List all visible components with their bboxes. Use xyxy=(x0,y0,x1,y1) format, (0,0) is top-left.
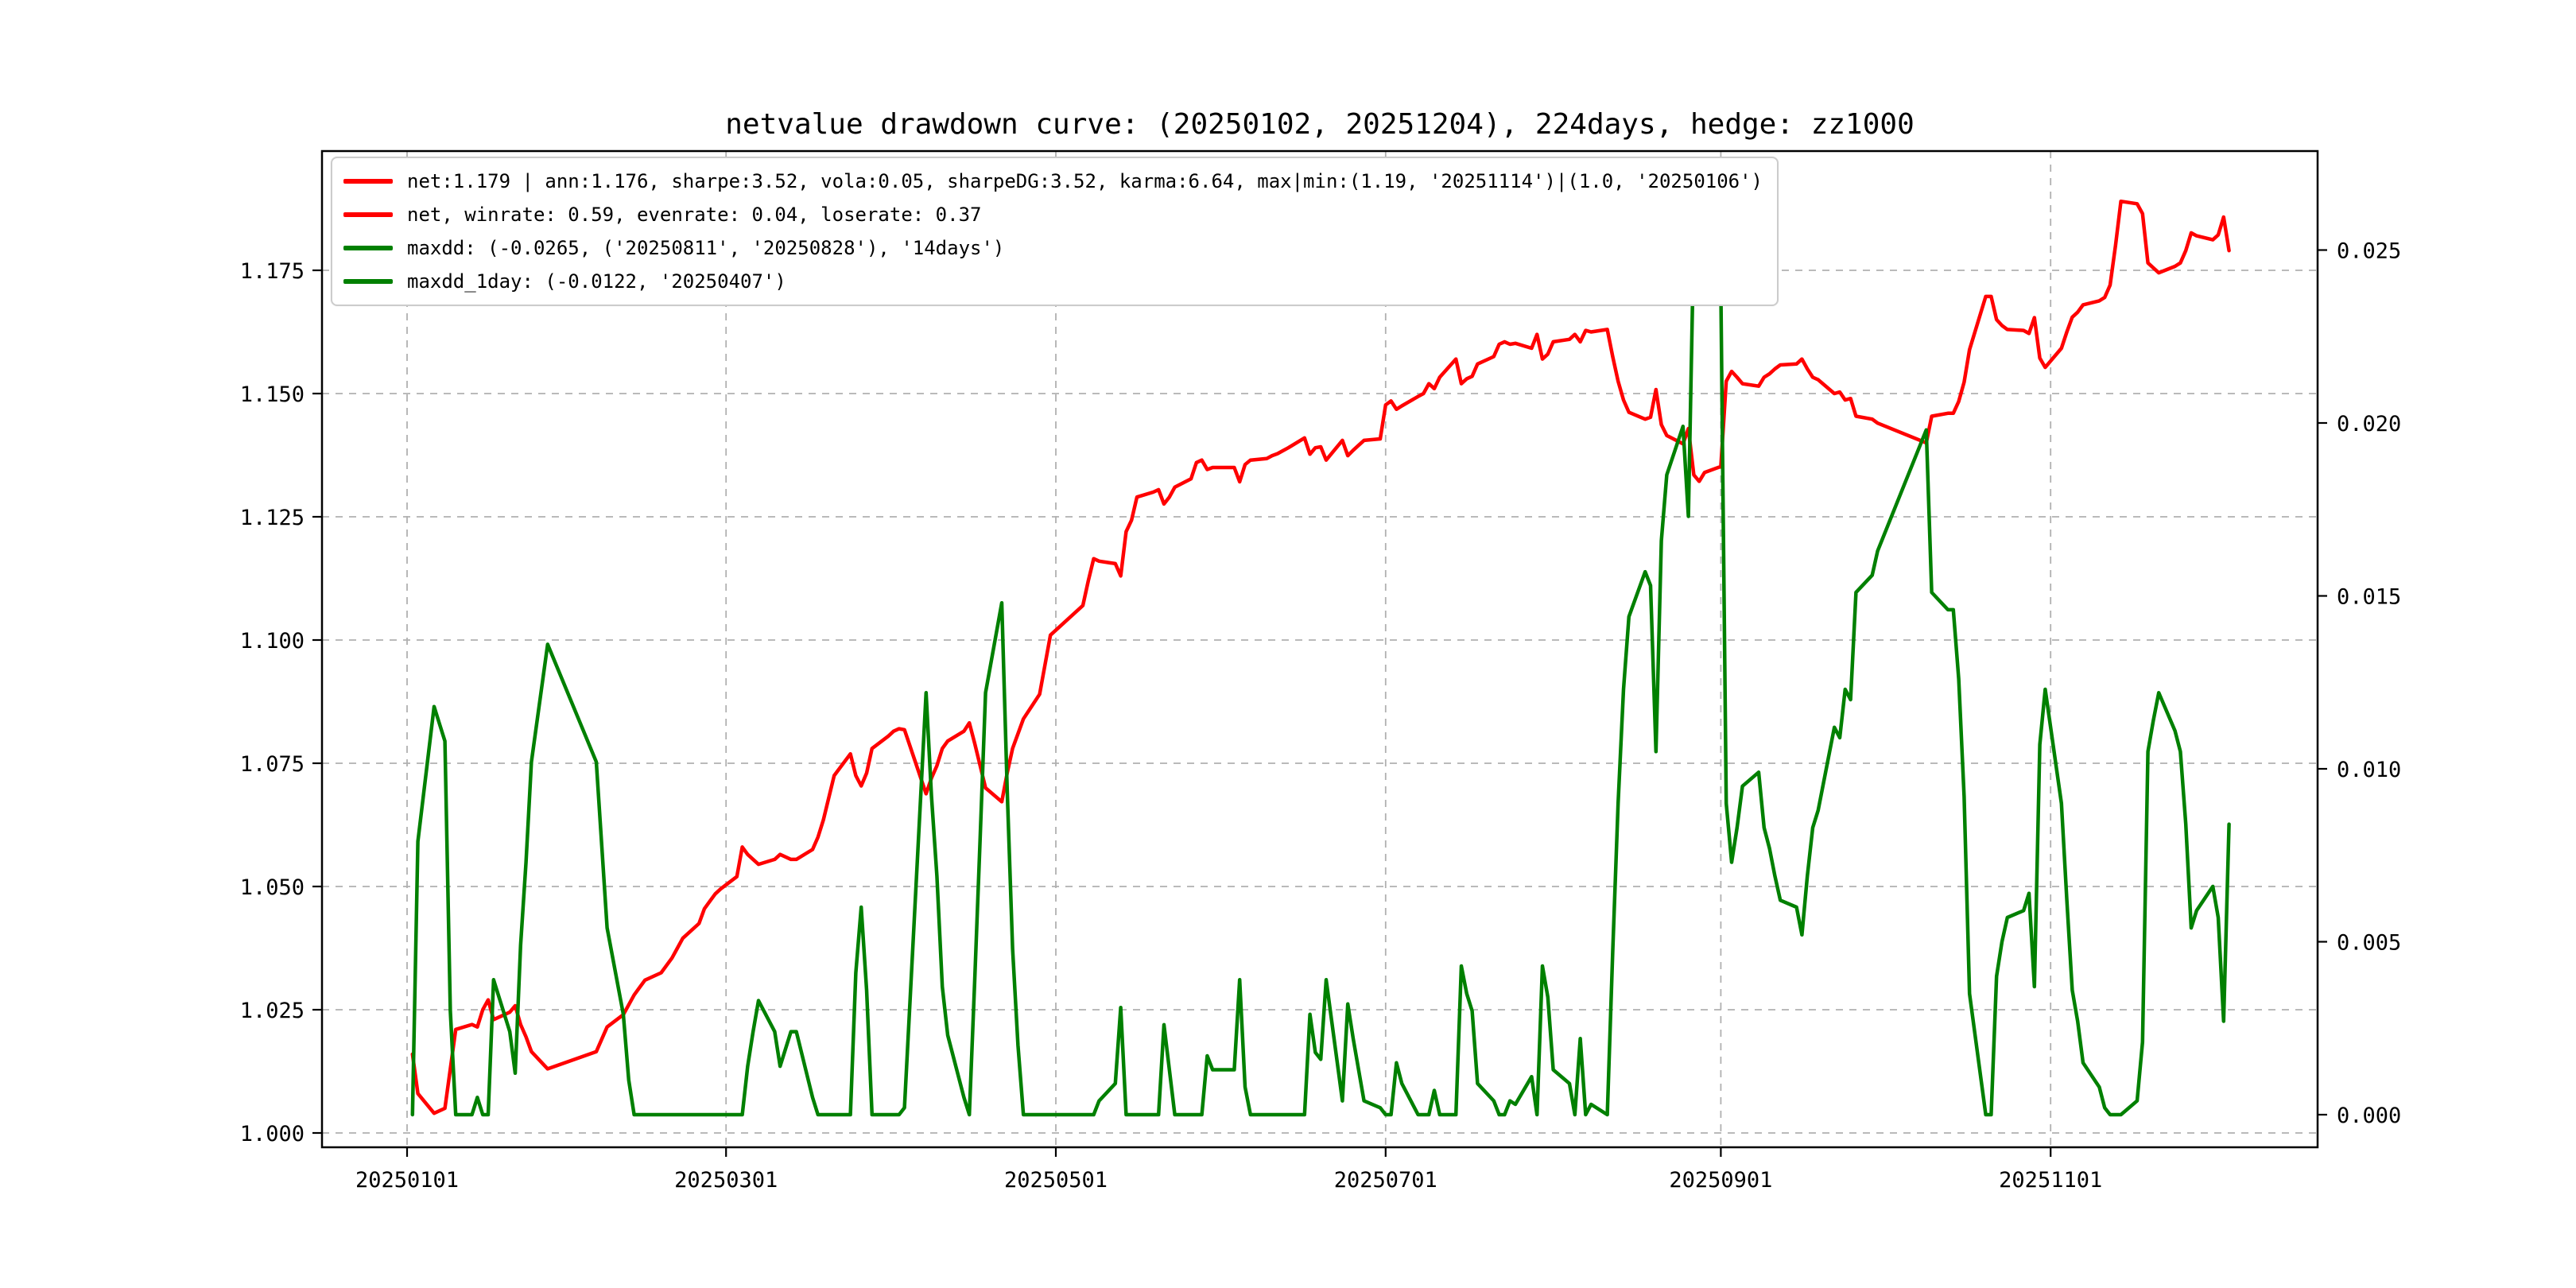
legend-label: maxdd: (-0.0265, ('20250811', '20250828'… xyxy=(407,237,1005,259)
net-line-swatch xyxy=(343,179,393,184)
right-tick-label: 0.010 xyxy=(2337,758,2401,782)
left-tick-label: 1.175 xyxy=(240,259,305,284)
x-tick-label: 20250501 xyxy=(1004,1168,1108,1193)
left-tick-label: 1.000 xyxy=(240,1122,305,1146)
x-tick-label: 20251101 xyxy=(1999,1168,2102,1193)
net-line xyxy=(410,199,2231,1115)
legend-label: net:1.179 | ann:1.176, sharpe:3.52, vola… xyxy=(407,170,1763,192)
net-line-swatch xyxy=(343,212,393,217)
right-tick-label: 0.000 xyxy=(2337,1104,2401,1128)
left-tick-label: 1.075 xyxy=(240,752,305,777)
legend-item-net-stats: net:1.179 | ann:1.176, sharpe:3.52, vola… xyxy=(343,165,1763,198)
left-tick-label: 1.025 xyxy=(240,999,305,1023)
right-tick-label: 0.025 xyxy=(2337,239,2401,264)
right-tick-label: 0.005 xyxy=(2337,931,2401,956)
right-tick-label: 0.020 xyxy=(2337,412,2401,436)
maxdd-line xyxy=(410,196,2231,1117)
maxdd-1day-line-swatch xyxy=(343,279,393,284)
plot-frame xyxy=(320,149,2319,1149)
left-tick-label: 1.125 xyxy=(240,506,305,530)
legend-item-maxdd-1day: maxdd_1day: (-0.0122, '20250407') xyxy=(343,265,1763,298)
chart-title: netvalue drawdown curve: (20250102, 2025… xyxy=(725,108,1915,141)
x-tick-label: 20250101 xyxy=(355,1168,459,1193)
left-tick-label: 1.150 xyxy=(240,382,305,407)
legend-item-net-rates: net, winrate: 0.59, evenrate: 0.04, lose… xyxy=(343,198,1763,231)
legend: net:1.179 | ann:1.176, sharpe:3.52, vola… xyxy=(331,157,1779,306)
x-tick-label: 20250301 xyxy=(674,1168,778,1193)
maxdd-line-swatch xyxy=(343,246,393,250)
left-tick-label: 1.050 xyxy=(240,875,305,900)
x-tick-label: 20250901 xyxy=(1669,1168,1772,1193)
right-tick-label: 0.015 xyxy=(2337,585,2401,610)
legend-label: net, winrate: 0.59, evenrate: 0.04, lose… xyxy=(407,204,982,226)
legend-label: maxdd_1day: (-0.0122, '20250407') xyxy=(407,270,786,293)
left-tick-label: 1.100 xyxy=(240,629,305,654)
x-tick-label: 20250701 xyxy=(1334,1168,1437,1193)
legend-item-maxdd: maxdd: (-0.0265, ('20250811', '20250828'… xyxy=(343,231,1763,265)
